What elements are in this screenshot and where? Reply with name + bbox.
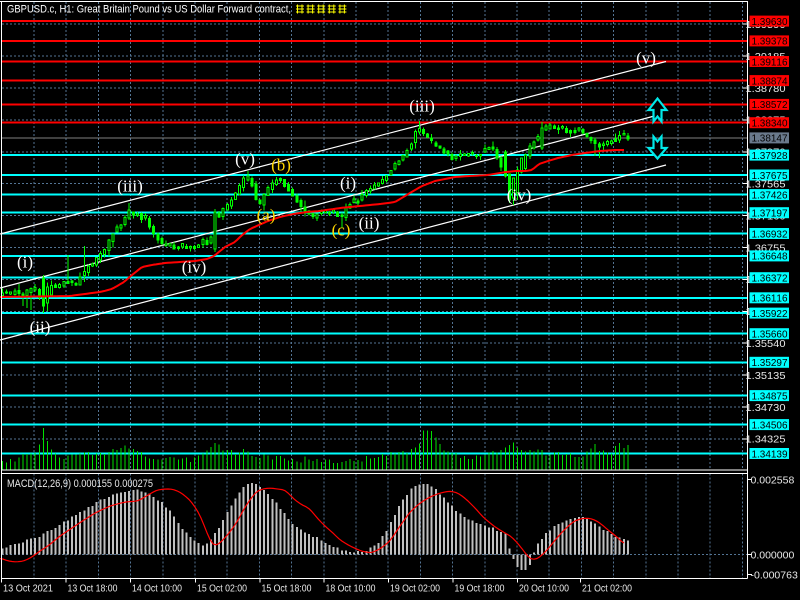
svg-text:(v): (v): [235, 150, 255, 169]
svg-text:1.37675: 1.37675: [752, 170, 788, 182]
svg-text:1.37928: 1.37928: [752, 150, 788, 162]
svg-text:1.36116: 1.36116: [752, 293, 788, 305]
svg-text:15 Oct 02:00: 15 Oct 02:00: [197, 584, 247, 595]
svg-text:(ii): (ii): [359, 214, 380, 233]
svg-text:(iv): (iv): [182, 258, 207, 277]
svg-text:1.36932: 1.36932: [752, 228, 788, 240]
svg-text:1.37197: 1.37197: [752, 208, 788, 220]
svg-text:1.34875: 1.34875: [752, 390, 788, 402]
svg-text:1.36648: 1.36648: [752, 251, 788, 263]
svg-text:(a): (a): [257, 206, 276, 225]
svg-text:1.38572: 1.38572: [752, 99, 788, 111]
svg-text:1.39630: 1.39630: [752, 16, 788, 28]
svg-text:1.38147: 1.38147: [752, 133, 788, 145]
svg-text:(iv): (iv): [507, 186, 532, 205]
svg-text:(ii): (ii): [30, 318, 51, 337]
svg-text:(iii): (iii): [409, 97, 435, 116]
svg-text:1.34506: 1.34506: [752, 419, 788, 431]
svg-text:1.35660: 1.35660: [752, 329, 788, 341]
svg-text:GBPUSD.c, H1: Great Britain P: GBPUSD.c, H1: Great Britain Pound vs US …: [7, 4, 291, 16]
svg-text:1.35922: 1.35922: [752, 308, 788, 320]
svg-text:19 Oct 18:00: 19 Oct 18:00: [455, 584, 505, 595]
svg-text:21 Oct 02:00: 21 Oct 02:00: [582, 584, 632, 595]
svg-text:MACD(12,26,9) 0.000155 0.00027: MACD(12,26,9) 0.000155 0.000275: [7, 478, 153, 490]
svg-text:1.35135: 1.35135: [746, 370, 786, 382]
svg-text:13 Oct 2021: 13 Oct 2021: [3, 584, 53, 595]
svg-text:1.34325: 1.34325: [746, 434, 786, 446]
svg-text:13 Oct 18:00: 13 Oct 18:00: [68, 584, 118, 595]
svg-text:1.34139: 1.34139: [752, 448, 788, 460]
svg-text:-0.000763: -0.000763: [751, 569, 798, 581]
svg-text:1.39378: 1.39378: [752, 36, 788, 48]
svg-text:(iii): (iii): [117, 177, 143, 196]
svg-text:(v): (v): [636, 49, 656, 68]
svg-text:18 Oct 10:00: 18 Oct 10:00: [326, 584, 376, 595]
svg-text:1.35297: 1.35297: [752, 357, 788, 369]
svg-text:(i): (i): [17, 253, 33, 272]
svg-text:1.39116: 1.39116: [752, 56, 788, 68]
svg-text:(c): (c): [332, 221, 351, 240]
svg-text:(b): (b): [271, 156, 291, 175]
svg-text:19 Oct 02:00: 19 Oct 02:00: [390, 584, 440, 595]
svg-text:1.37565: 1.37565: [746, 179, 786, 191]
svg-text:20 Oct 10:00: 20 Oct 10:00: [519, 584, 569, 595]
svg-text:15 Oct 18:00: 15 Oct 18:00: [262, 584, 312, 595]
svg-text:1.37426: 1.37426: [752, 189, 788, 201]
svg-text:0.000000: 0.000000: [751, 549, 795, 561]
svg-text:1.35540: 1.35540: [746, 338, 786, 350]
svg-text:1.38874: 1.38874: [752, 75, 788, 87]
svg-text:1.36372: 1.36372: [752, 273, 788, 285]
svg-text:0.002558: 0.002558: [751, 474, 795, 486]
svg-text:(i): (i): [340, 174, 356, 193]
svg-text:1.38340: 1.38340: [752, 118, 788, 130]
svg-text:14 Oct 10:00: 14 Oct 10:00: [132, 584, 182, 595]
svg-text:1.34730: 1.34730: [746, 402, 786, 414]
